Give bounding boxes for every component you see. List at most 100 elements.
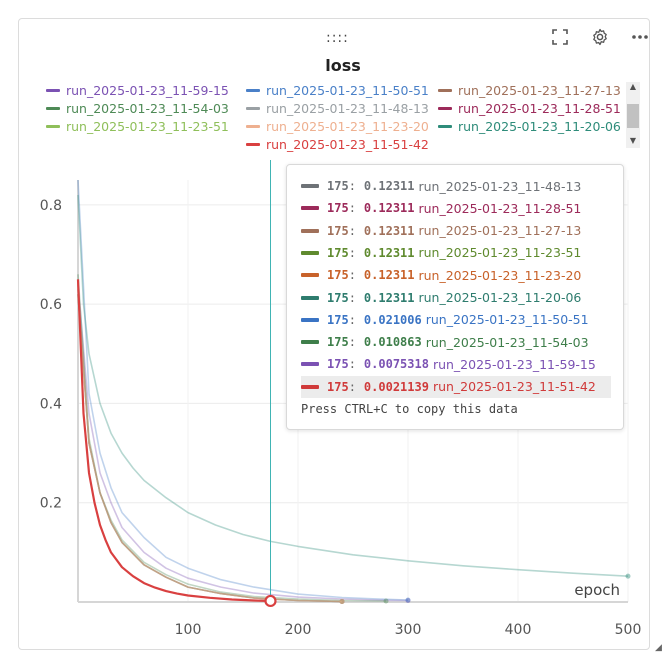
legend-scrollbar[interactable]: ▲ ▼ — [626, 82, 640, 148]
y-tick-label: 0.8 — [40, 198, 62, 214]
tooltip-swatch — [301, 228, 319, 233]
series-end-point — [405, 598, 411, 604]
legend-item[interactable]: run_2025-01-23_11-48-13 — [246, 100, 429, 116]
tooltip-step: 175 — [327, 312, 349, 327]
y-tick-label: 0.2 — [40, 496, 62, 512]
scroll-up-icon[interactable]: ▲ — [629, 82, 637, 91]
tooltip-row: 175:0.0075318 run_2025-01-23_11-59-15 — [301, 353, 611, 375]
drag-handle-icon[interactable]: :::: — [326, 30, 349, 46]
tooltip-value: 0.010863 — [363, 335, 422, 350]
series-end-point — [339, 599, 345, 605]
tooltip-swatch — [301, 250, 319, 255]
series-end-point — [625, 573, 631, 579]
tooltip-value: 0.12311 — [363, 290, 415, 305]
series-line — [77, 294, 343, 603]
tooltip-run-name: run_2025-01-23_11-50-51 — [425, 312, 589, 328]
tooltip-run-name: run_2025-01-23_11-23-51 — [418, 245, 582, 261]
series-line — [77, 294, 343, 603]
tooltip-row: 175:0.12311 run_2025-01-23_11-20-06 — [301, 287, 611, 309]
scroll-thumb[interactable] — [627, 104, 639, 128]
legend-swatch — [246, 124, 260, 128]
gear-icon[interactable] — [590, 27, 610, 47]
series-end-point — [339, 599, 345, 605]
legend-label: run_2025-01-23_11-54-03 — [66, 100, 229, 116]
legend-swatch — [246, 88, 260, 92]
legend-label: run_2025-01-23_11-50-51 — [266, 82, 429, 98]
tooltip-step: 175 — [327, 201, 349, 216]
hover-point — [264, 594, 277, 608]
x-tick-label: 200 — [285, 622, 312, 638]
tooltip-value: 0.12311 — [363, 245, 415, 260]
tooltip-swatch — [301, 206, 319, 211]
legend-label: run_2025-01-23_11-27-13 — [458, 82, 621, 98]
x-tick-label: 100 — [175, 622, 202, 638]
legend-item[interactable]: run_2025-01-23_11-20-06 — [438, 118, 621, 134]
tooltip-hint: Press CTRL+C to copy this data — [301, 402, 518, 416]
chart-title: loss — [325, 56, 361, 75]
tooltip-step: 175 — [327, 379, 349, 394]
legend-label: run_2025-01-23_11-48-13 — [266, 100, 429, 116]
fullscreen-icon[interactable] — [550, 27, 570, 47]
tooltip-run-name: run_2025-01-23_11-27-13 — [418, 223, 582, 239]
series-line — [77, 294, 343, 603]
legend-swatch — [46, 88, 60, 92]
tooltip-swatch — [301, 273, 319, 278]
series-end-point — [383, 598, 389, 604]
y-tick-label: 0.6 — [40, 297, 62, 313]
legend-item[interactable]: run_2025-01-23_11-23-20 — [246, 118, 429, 134]
tooltip-run-name: run_2025-01-23_11-48-13 — [418, 178, 582, 194]
more-icon[interactable] — [630, 27, 650, 47]
legend-item[interactable]: run_2025-01-23_11-23-51 — [46, 118, 229, 134]
legend-label: run_2025-01-23_11-23-20 — [266, 118, 429, 134]
tooltip-value: 0.12311 — [363, 268, 415, 283]
tooltip-row: 175:0.010863 run_2025-01-23_11-54-03 — [301, 331, 611, 353]
tooltip-run-name: run_2025-01-23_11-20-06 — [418, 290, 582, 305]
legend-item[interactable]: run_2025-01-23_11-51-42 — [246, 136, 429, 152]
tooltip-row: 175:0.021006 run_2025-01-23_11-50-51 — [301, 309, 611, 331]
legend-item[interactable]: run_2025-01-23_11-54-03 — [46, 100, 229, 116]
legend-label: run_2025-01-23_11-23-51 — [66, 118, 229, 134]
tooltip-run-name: run_2025-01-23_11-59-15 — [432, 356, 596, 372]
series-line — [77, 289, 343, 603]
tooltip-swatch — [301, 384, 319, 389]
tooltip-swatch — [301, 362, 319, 367]
legend-swatch — [438, 106, 452, 110]
tooltip-row: 175:0.12311 run_2025-01-23_11-28-51 — [301, 197, 611, 219]
resize-handle-icon[interactable]: ◢ — [655, 643, 662, 653]
series-end-point — [339, 599, 345, 605]
tooltip: 175:0.12311 run_2025-01-23_11-48-13 175:0.… — [286, 164, 624, 430]
series-end-point — [405, 597, 411, 603]
series-line — [76, 279, 271, 603]
series-line — [77, 179, 409, 601]
tooltip-run-name: run_2025-01-23_11-23-20 — [418, 267, 582, 283]
tooltip-run-name: run_2025-01-23_11-28-51 — [418, 200, 582, 216]
tooltip-run-name: run_2025-01-23_11-51-42 — [432, 379, 596, 395]
series-line — [77, 194, 629, 577]
tooltip-step: 175 — [327, 179, 349, 193]
tooltip-value: 0.0075318 — [363, 357, 429, 372]
legend-item[interactable]: run_2025-01-23_11-50-51 — [246, 82, 429, 98]
legend-swatch — [438, 88, 452, 92]
tooltip-row: 175:0.12311 run_2025-01-23_11-23-20 — [301, 264, 611, 286]
series-end-point — [339, 599, 345, 605]
tooltip-swatch — [301, 317, 319, 322]
tooltip-swatch — [301, 295, 319, 300]
legend-item[interactable]: run_2025-01-23_11-59-15 — [46, 82, 229, 98]
tooltip-step: 175 — [327, 357, 349, 372]
tooltip-row: 175:0.12311 run_2025-01-23_11-48-13 — [301, 175, 611, 197]
series-end-point — [339, 599, 345, 605]
y-tick-label: 0.4 — [40, 396, 62, 412]
tooltip-row: 175:0.0021139 run_2025-01-23_11-51-42 — [301, 375, 611, 398]
legend-item[interactable]: run_2025-01-23_11-28-51 — [438, 100, 621, 116]
tooltip-step: 175 — [327, 268, 349, 283]
tooltip-value: 0.021006 — [363, 312, 422, 327]
tooltip-swatch — [301, 184, 319, 188]
scroll-down-icon[interactable]: ▼ — [629, 136, 637, 145]
tooltip-run-name: run_2025-01-23_11-54-03 — [425, 334, 589, 350]
tooltip-row: 175:0.12311 run_2025-01-23_11-23-51 — [301, 242, 611, 264]
x-tick-label: 300 — [395, 622, 422, 638]
tooltip-value: 0.0021139 — [363, 379, 429, 394]
legend-item[interactable]: run_2025-01-23_11-27-13 — [438, 82, 621, 98]
series-line — [77, 284, 409, 602]
legend-swatch — [438, 124, 452, 128]
